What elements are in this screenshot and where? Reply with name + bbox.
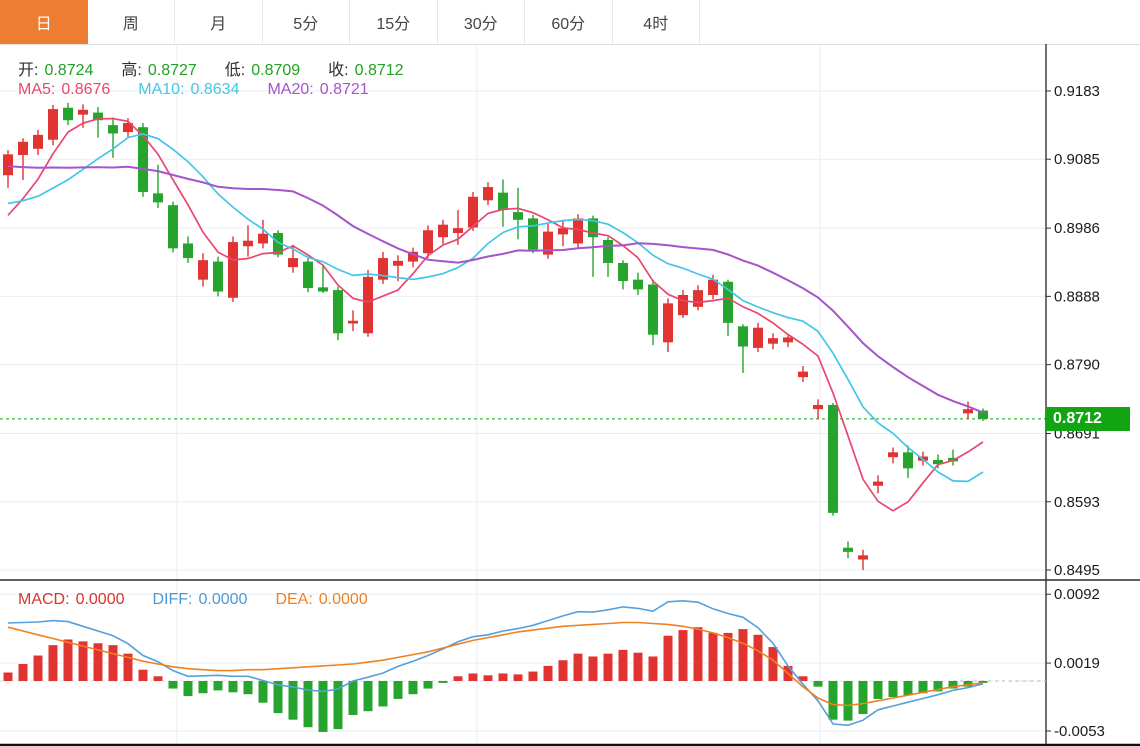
ma10-line	[7, 133, 984, 483]
price-axis-label: 0.9183	[1054, 83, 1100, 100]
price-axis-label: 0.9085	[1054, 151, 1100, 168]
tab-30min[interactable]: 30分	[437, 0, 525, 44]
ma5-line	[7, 117, 984, 512]
tab-4hour[interactable]: 4时	[612, 0, 700, 44]
ma20-line	[7, 165, 984, 414]
tab-weekly[interactable]: 周	[87, 0, 175, 44]
dea-line	[7, 621, 984, 707]
price-axis-label: 0.8495	[1054, 562, 1100, 579]
last-price-badge: 0.8712	[1046, 406, 1130, 431]
macd-axis-label: 0.0019	[1054, 655, 1100, 672]
tab-5min[interactable]: 5分	[262, 0, 350, 44]
price-axis-label: 0.8888	[1054, 288, 1100, 305]
price-axis-label: 0.8790	[1054, 357, 1100, 374]
tab-15min[interactable]: 15分	[350, 0, 438, 44]
gridlines: 0.91830.90850.89860.88880.87900.86910.85…	[0, 44, 1105, 744]
diff-line	[7, 599, 984, 727]
candlesticks	[3, 102, 988, 570]
macd-axis-label: -0.0053	[1054, 723, 1105, 740]
timeframe-tab-bar: 日周月 5分 15分 30分 60分 4时	[0, 0, 1140, 45]
macd-axis-label: 0.0092	[1054, 586, 1100, 603]
macd-panel	[3, 599, 988, 732]
price-axis-label: 0.8593	[1054, 494, 1100, 511]
price-axis-label: 0.8986	[1054, 220, 1100, 237]
tab-monthly[interactable]: 月	[175, 0, 263, 44]
tab-60min[interactable]: 60分	[525, 0, 613, 44]
tab-daily[interactable]: 日	[0, 0, 88, 44]
